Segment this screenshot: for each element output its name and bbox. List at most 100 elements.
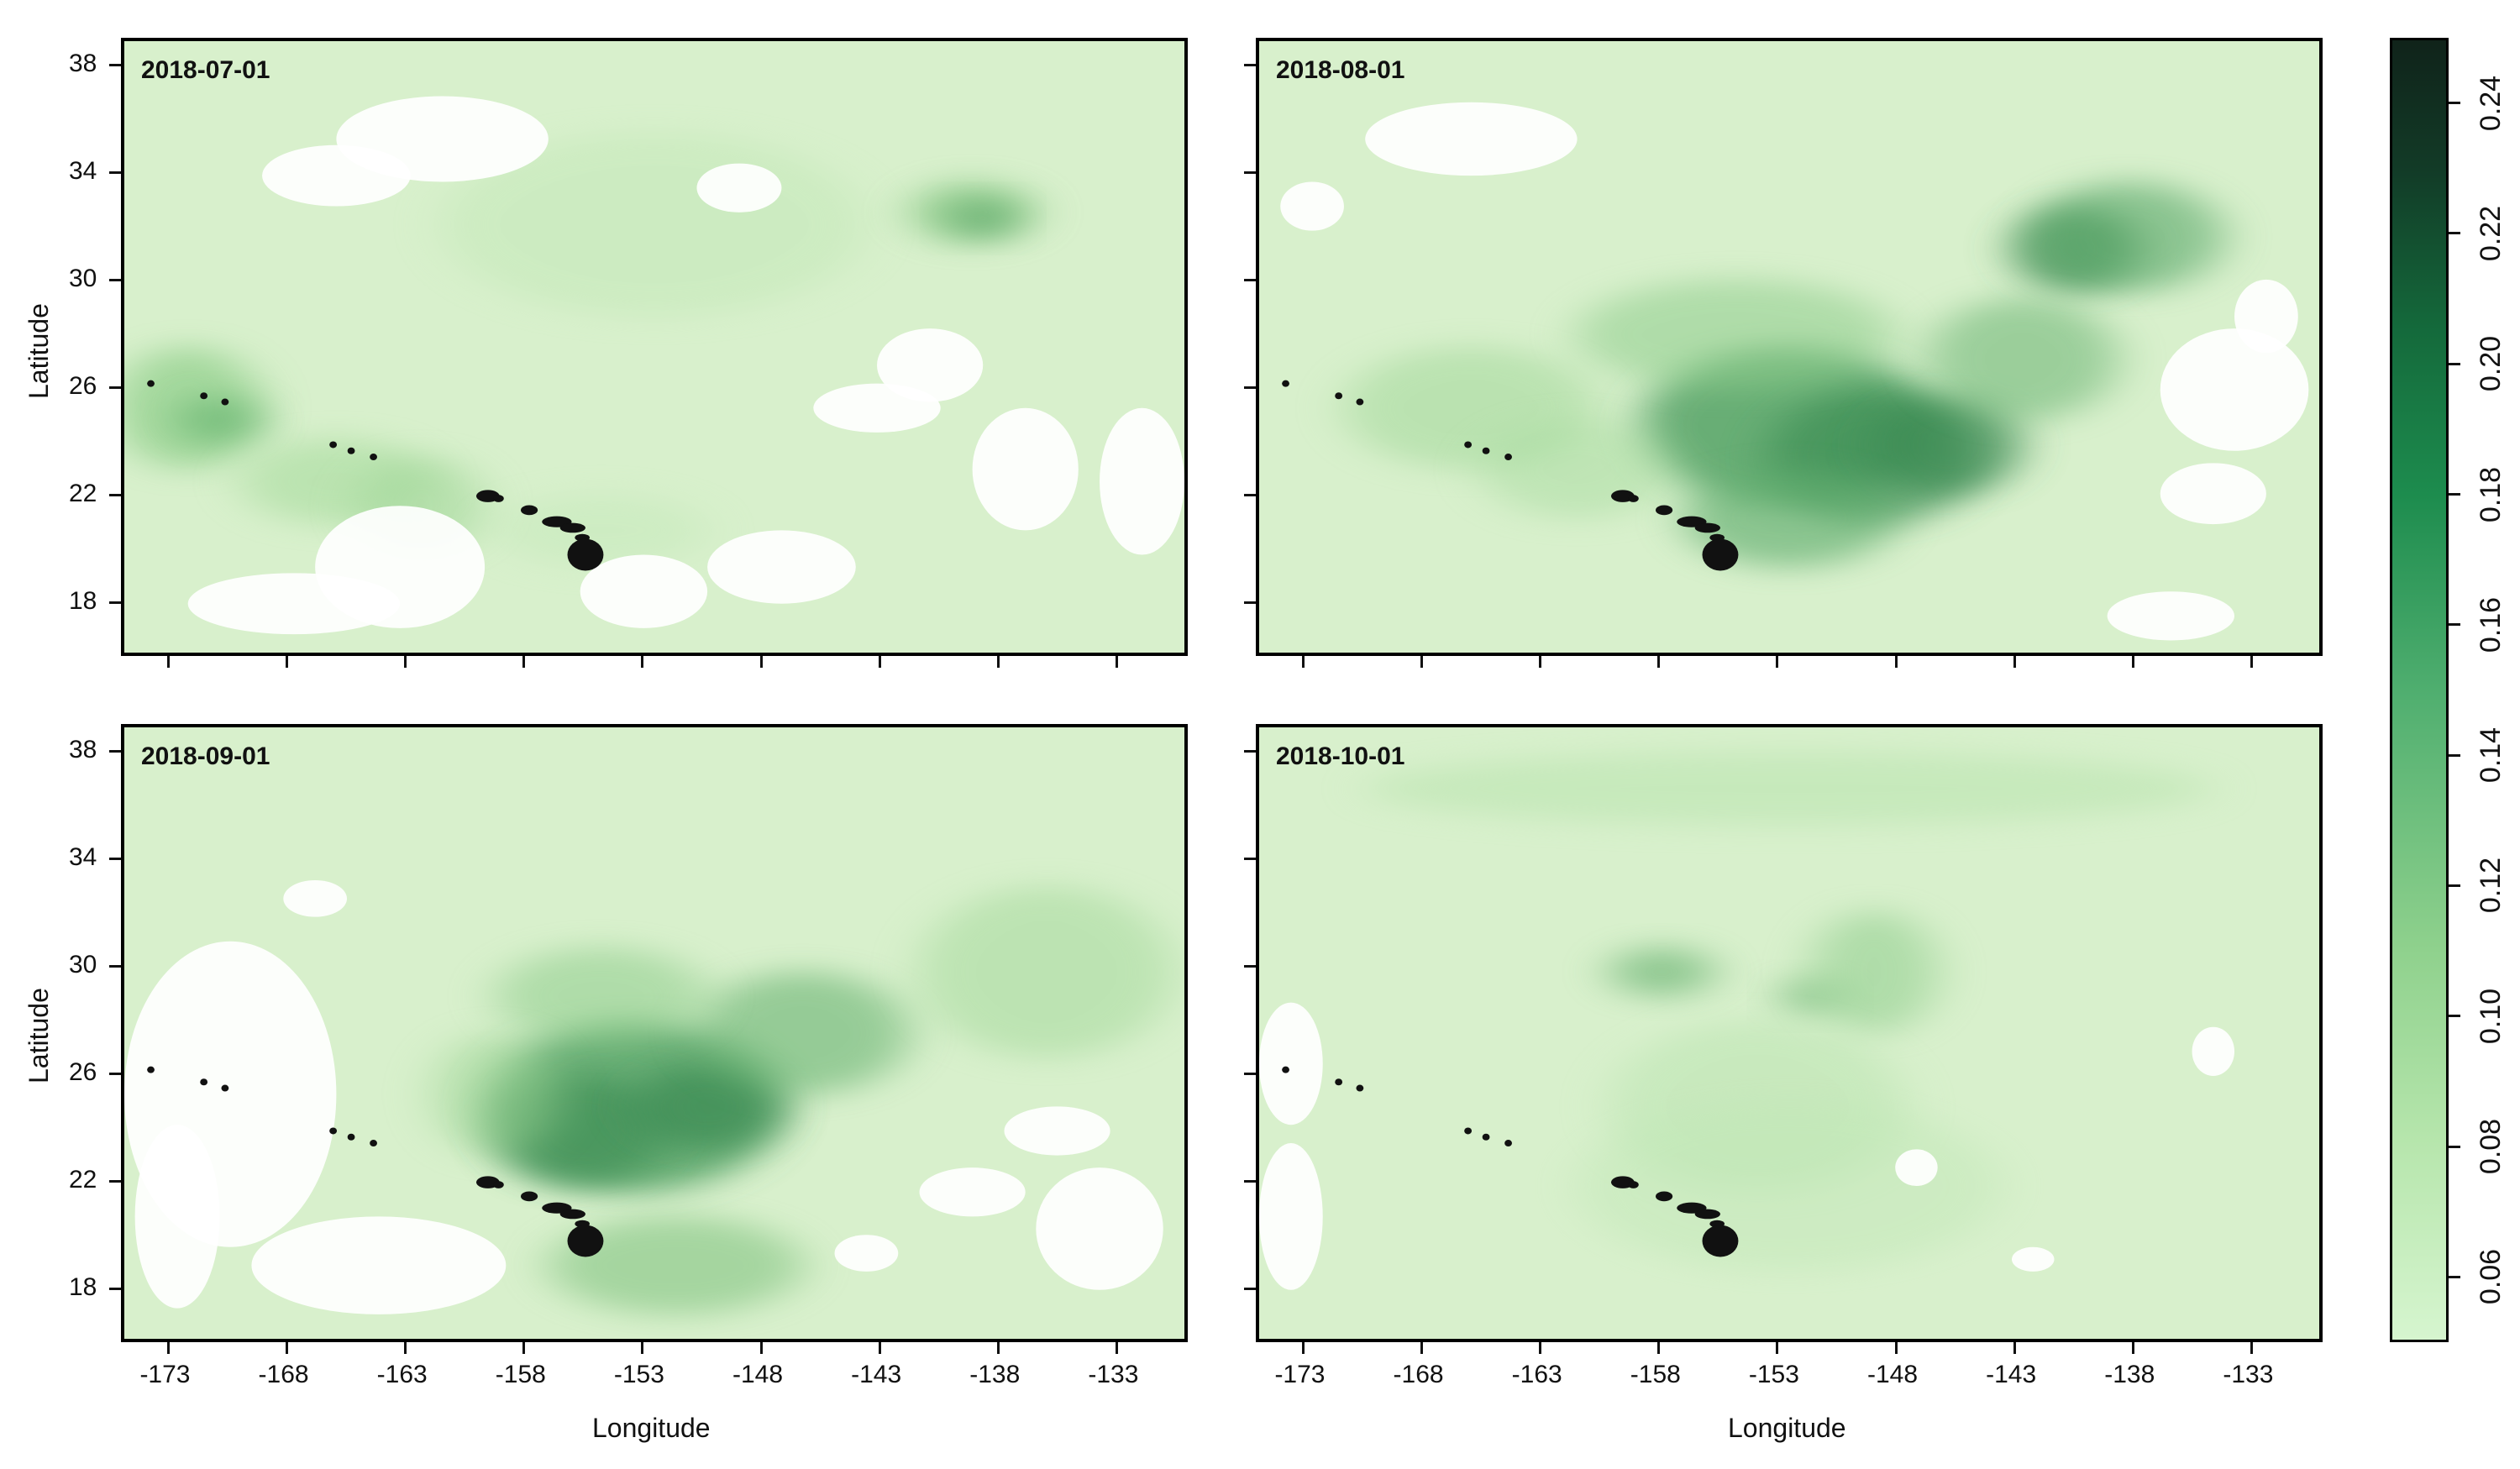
missing-data-patch	[580, 554, 708, 628]
x-tick-label: -148	[1867, 1361, 1919, 1388]
missing-data-patch	[1259, 1143, 1323, 1290]
x-tick-label: -133	[2223, 1361, 2274, 1388]
island	[493, 1181, 504, 1188]
y-tick-mark	[1244, 1072, 1256, 1075]
island	[1356, 1084, 1364, 1092]
x-tick-label: -158	[1630, 1361, 1681, 1388]
island	[221, 1084, 229, 1092]
island	[567, 1225, 604, 1257]
x-tick-mark	[286, 656, 289, 668]
chlorophyll-patch	[177, 396, 263, 445]
x-tick-mark	[759, 656, 763, 668]
x-tick-label: -163	[1511, 1361, 1562, 1388]
x-tick-label: -143	[851, 1361, 902, 1388]
colorbar-tick-mark	[2449, 1275, 2460, 1278]
x-tick-label: -138	[969, 1361, 1021, 1388]
y-tick-label: 22	[69, 480, 97, 507]
island	[1464, 1127, 1473, 1135]
colorbar-tick-mark	[2449, 493, 2460, 496]
y-tick-mark	[1244, 278, 1256, 281]
y-tick-label: 30	[69, 951, 97, 978]
island	[200, 392, 208, 400]
y-tick-mark	[1244, 63, 1256, 66]
x-tick-label: -173	[139, 1361, 191, 1388]
x-tick-label: -143	[1986, 1361, 2037, 1388]
chlorophyll-patch	[495, 493, 708, 568]
x-tick-mark	[1776, 1342, 1779, 1354]
chlorophyll-patch	[1609, 947, 1715, 997]
island	[329, 1127, 338, 1135]
x-tick-mark	[2250, 1342, 2253, 1354]
x-tick-mark	[1115, 1342, 1118, 1354]
missing-data-patch	[834, 1235, 899, 1272]
missing-data-patch	[2234, 279, 2298, 354]
map-field	[1259, 41, 2319, 653]
x-tick-mark	[1894, 656, 1898, 668]
island	[1282, 380, 1289, 387]
colorbar-tick-mark	[2449, 102, 2460, 105]
y-tick-mark	[109, 278, 121, 281]
island	[200, 1078, 208, 1086]
missing-data-patch	[2160, 463, 2266, 525]
chlorophyll-patch	[431, 1033, 559, 1156]
x-tick-mark	[1657, 1342, 1661, 1354]
y-tick-label: 34	[69, 843, 97, 871]
x-tick-mark	[286, 1342, 289, 1354]
missing-data-patch	[707, 530, 856, 604]
island	[1335, 1078, 1343, 1086]
y-tick-mark	[1244, 749, 1256, 753]
x-tick-mark	[166, 656, 170, 668]
x-tick-mark	[1301, 1342, 1305, 1354]
missing-data-patch	[187, 573, 401, 635]
y-tick-label: 18	[69, 587, 97, 615]
island	[347, 447, 355, 454]
missing-data-patch	[283, 880, 348, 917]
x-tick-label: -168	[258, 1361, 309, 1388]
missing-data-patch	[1895, 1149, 1938, 1186]
missing-data-patch	[1100, 407, 1184, 555]
map-field	[124, 41, 1184, 653]
missing-data-patch	[2012, 1246, 2055, 1272]
missing-data-patch	[262, 144, 411, 207]
y-tick-mark	[109, 749, 121, 753]
island	[559, 1209, 585, 1220]
x-tick-label: -153	[1748, 1361, 1799, 1388]
y-axis-title-top: Latitude	[24, 303, 54, 399]
y-tick-label: 26	[69, 1058, 97, 1086]
x-tick-mark	[166, 1342, 170, 1354]
missing-data-patch	[1259, 1002, 1323, 1125]
y-tick-mark	[1244, 1179, 1256, 1183]
x-tick-mark	[522, 1342, 526, 1354]
colorbar	[2390, 38, 2449, 1342]
panel-date-label: 2018-07-01	[141, 56, 270, 84]
island	[1504, 1140, 1512, 1147]
colorbar-tick-mark	[2449, 232, 2460, 235]
colorbar-tick-mark	[2449, 1015, 2460, 1018]
island	[1702, 538, 1739, 571]
chlorophyll-patch	[696, 972, 909, 1094]
island	[493, 495, 504, 502]
y-tick-mark	[109, 171, 121, 174]
x-tick-label: -163	[376, 1361, 428, 1388]
island	[1282, 1066, 1289, 1073]
colorbar-tick-mark	[2449, 1145, 2460, 1148]
missing-data-patch	[2160, 328, 2309, 451]
x-tick-mark	[2131, 656, 2134, 668]
colorbar-tick-label: 0.12	[2475, 858, 2507, 914]
chlorophyll-patch	[1873, 396, 2023, 494]
x-tick-mark	[2013, 1342, 2016, 1354]
y-tick-mark	[1244, 171, 1256, 174]
y-tick-label: 18	[69, 1273, 97, 1301]
y-tick-mark	[1244, 964, 1256, 968]
island	[370, 454, 377, 461]
x-tick-mark	[641, 1342, 644, 1354]
x-tick-label: -168	[1393, 1361, 1444, 1388]
y-tick-label: 34	[69, 157, 97, 185]
colorbar-tick-label: 0.18	[2475, 466, 2507, 522]
y-tick-mark	[109, 857, 121, 860]
x-tick-label: -158	[495, 1361, 546, 1388]
y-tick-mark	[109, 1287, 121, 1290]
missing-data-patch	[813, 383, 941, 433]
map-panel-2018-09-01: 2018-09-01	[121, 724, 1188, 1342]
map-panel-2018-08-01: 2018-08-01	[1256, 38, 2323, 656]
